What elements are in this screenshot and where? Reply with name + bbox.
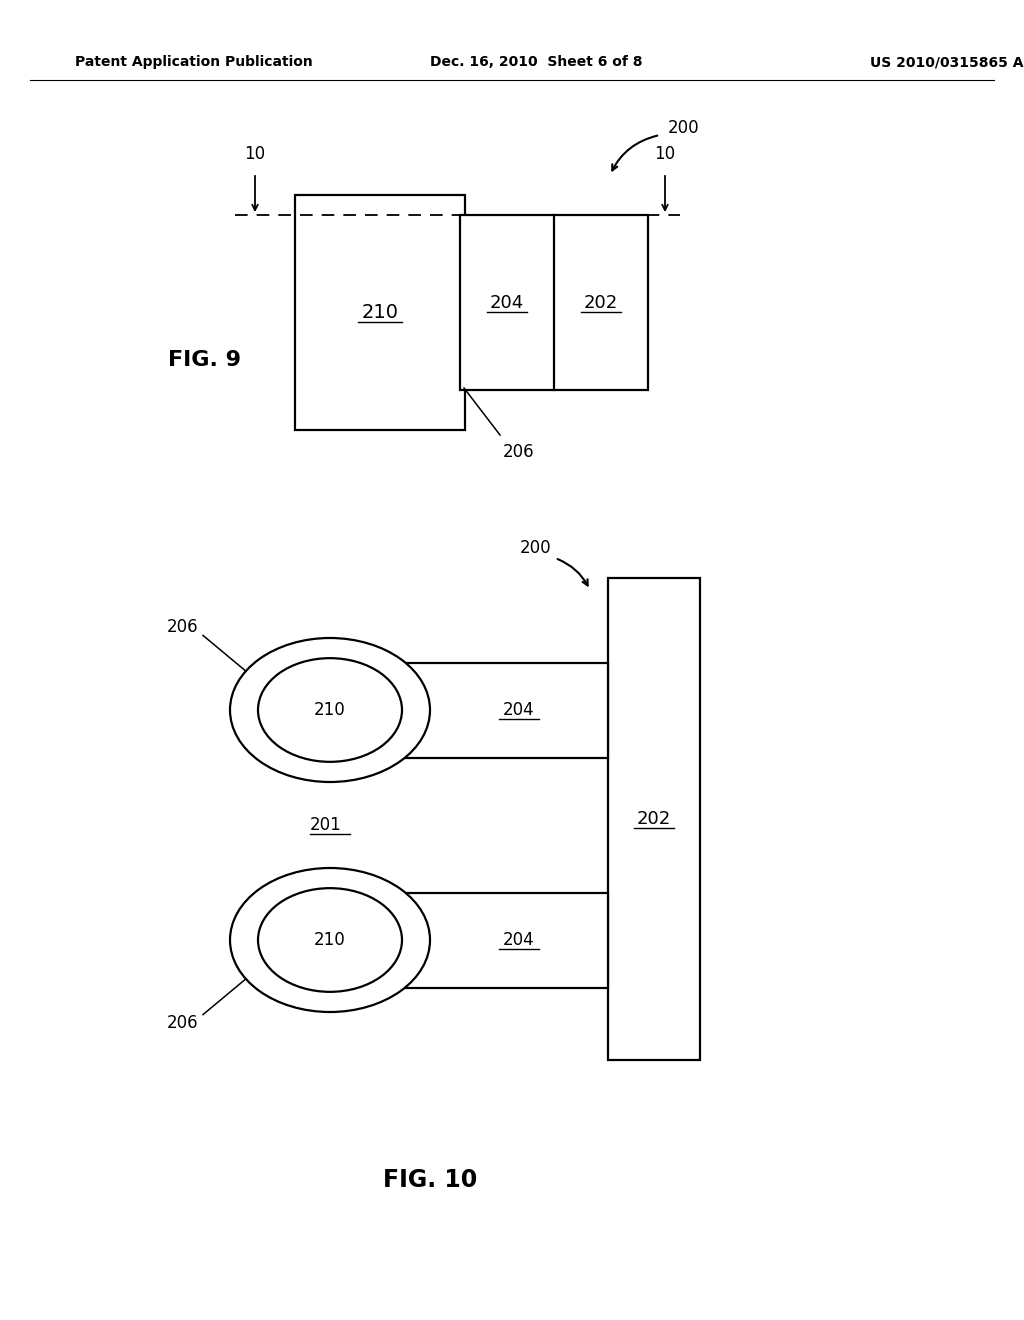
Bar <box>608 578 700 1060</box>
Bar <box>330 663 608 758</box>
Ellipse shape <box>258 888 402 991</box>
Text: Dec. 16, 2010  Sheet 6 of 8: Dec. 16, 2010 Sheet 6 of 8 <box>430 55 642 69</box>
Bar <box>460 215 648 389</box>
Text: 202: 202 <box>637 810 671 828</box>
Text: 10: 10 <box>245 145 265 162</box>
Text: 204: 204 <box>503 701 535 719</box>
Text: 204: 204 <box>503 931 535 949</box>
Text: 202: 202 <box>584 293 618 312</box>
Ellipse shape <box>230 638 430 781</box>
Text: 210: 210 <box>361 304 398 322</box>
Text: 210: 210 <box>314 701 346 719</box>
Text: US 2010/0315865 A1: US 2010/0315865 A1 <box>870 55 1024 69</box>
Text: 10: 10 <box>654 145 676 162</box>
Text: FIG. 10: FIG. 10 <box>383 1168 477 1192</box>
Ellipse shape <box>258 659 402 762</box>
Ellipse shape <box>230 869 430 1012</box>
Bar <box>295 195 465 430</box>
Text: 206: 206 <box>503 444 535 461</box>
Text: FIG. 9: FIG. 9 <box>168 350 241 370</box>
Text: 201: 201 <box>310 816 342 834</box>
Bar <box>330 892 608 987</box>
Text: 206: 206 <box>166 1014 198 1032</box>
Text: 210: 210 <box>314 931 346 949</box>
Text: Patent Application Publication: Patent Application Publication <box>75 55 312 69</box>
Text: 204: 204 <box>489 293 524 312</box>
Text: 200: 200 <box>520 539 552 557</box>
Text: 206: 206 <box>166 618 198 636</box>
Text: 200: 200 <box>668 119 699 137</box>
